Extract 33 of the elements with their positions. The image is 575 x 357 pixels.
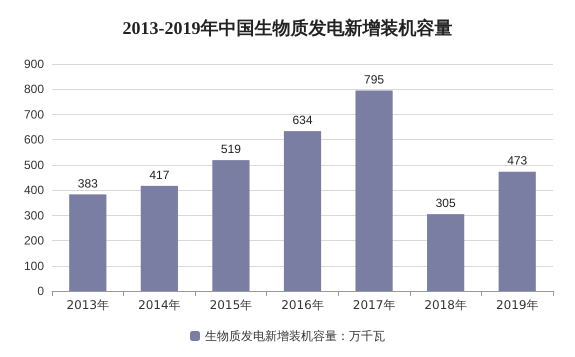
bar: [140, 186, 178, 291]
bar: [212, 160, 250, 291]
data-label: 417: [149, 168, 170, 182]
y-tick-label: 500: [24, 158, 44, 172]
x-tick-label: 2019年: [496, 298, 538, 312]
x-tick-label: 2017年: [352, 298, 396, 312]
y-tick-label: 700: [24, 107, 44, 122]
y-tick-label: 0: [37, 284, 44, 298]
bar: [69, 194, 106, 291]
y-tick-label: 300: [24, 208, 44, 222]
legend-label: 生物质发电新增装机容量：万千瓦: [205, 329, 385, 343]
y-tick-label: 800: [24, 82, 44, 96]
x-tick-label: 2016年: [281, 298, 324, 312]
data-label: 305: [436, 196, 456, 210]
y-tick-label: 400: [24, 183, 44, 198]
y-tick-label: 900: [24, 57, 44, 71]
data-label: 795: [364, 72, 384, 86]
x-tick-label: 2014年: [138, 298, 181, 312]
data-label: 383: [78, 176, 98, 190]
bar: [498, 172, 536, 291]
chart-title: 2013-2019年中国生物质发电新增装机容量: [122, 18, 452, 38]
y-tick-label: 600: [24, 132, 44, 147]
x-tick-label: 2018年: [424, 298, 467, 312]
x-tick-label: 2013年: [66, 298, 110, 312]
data-label: 473: [507, 154, 528, 168]
bar: [284, 131, 322, 291]
y-tick-label: 200: [24, 234, 44, 248]
x-tick-label: 2015年: [210, 298, 252, 312]
bar: [427, 214, 464, 291]
bar: [355, 90, 393, 291]
data-label: 519: [220, 142, 242, 156]
y-tick-label: 100: [24, 258, 44, 273]
data-label: 634: [292, 113, 313, 128]
